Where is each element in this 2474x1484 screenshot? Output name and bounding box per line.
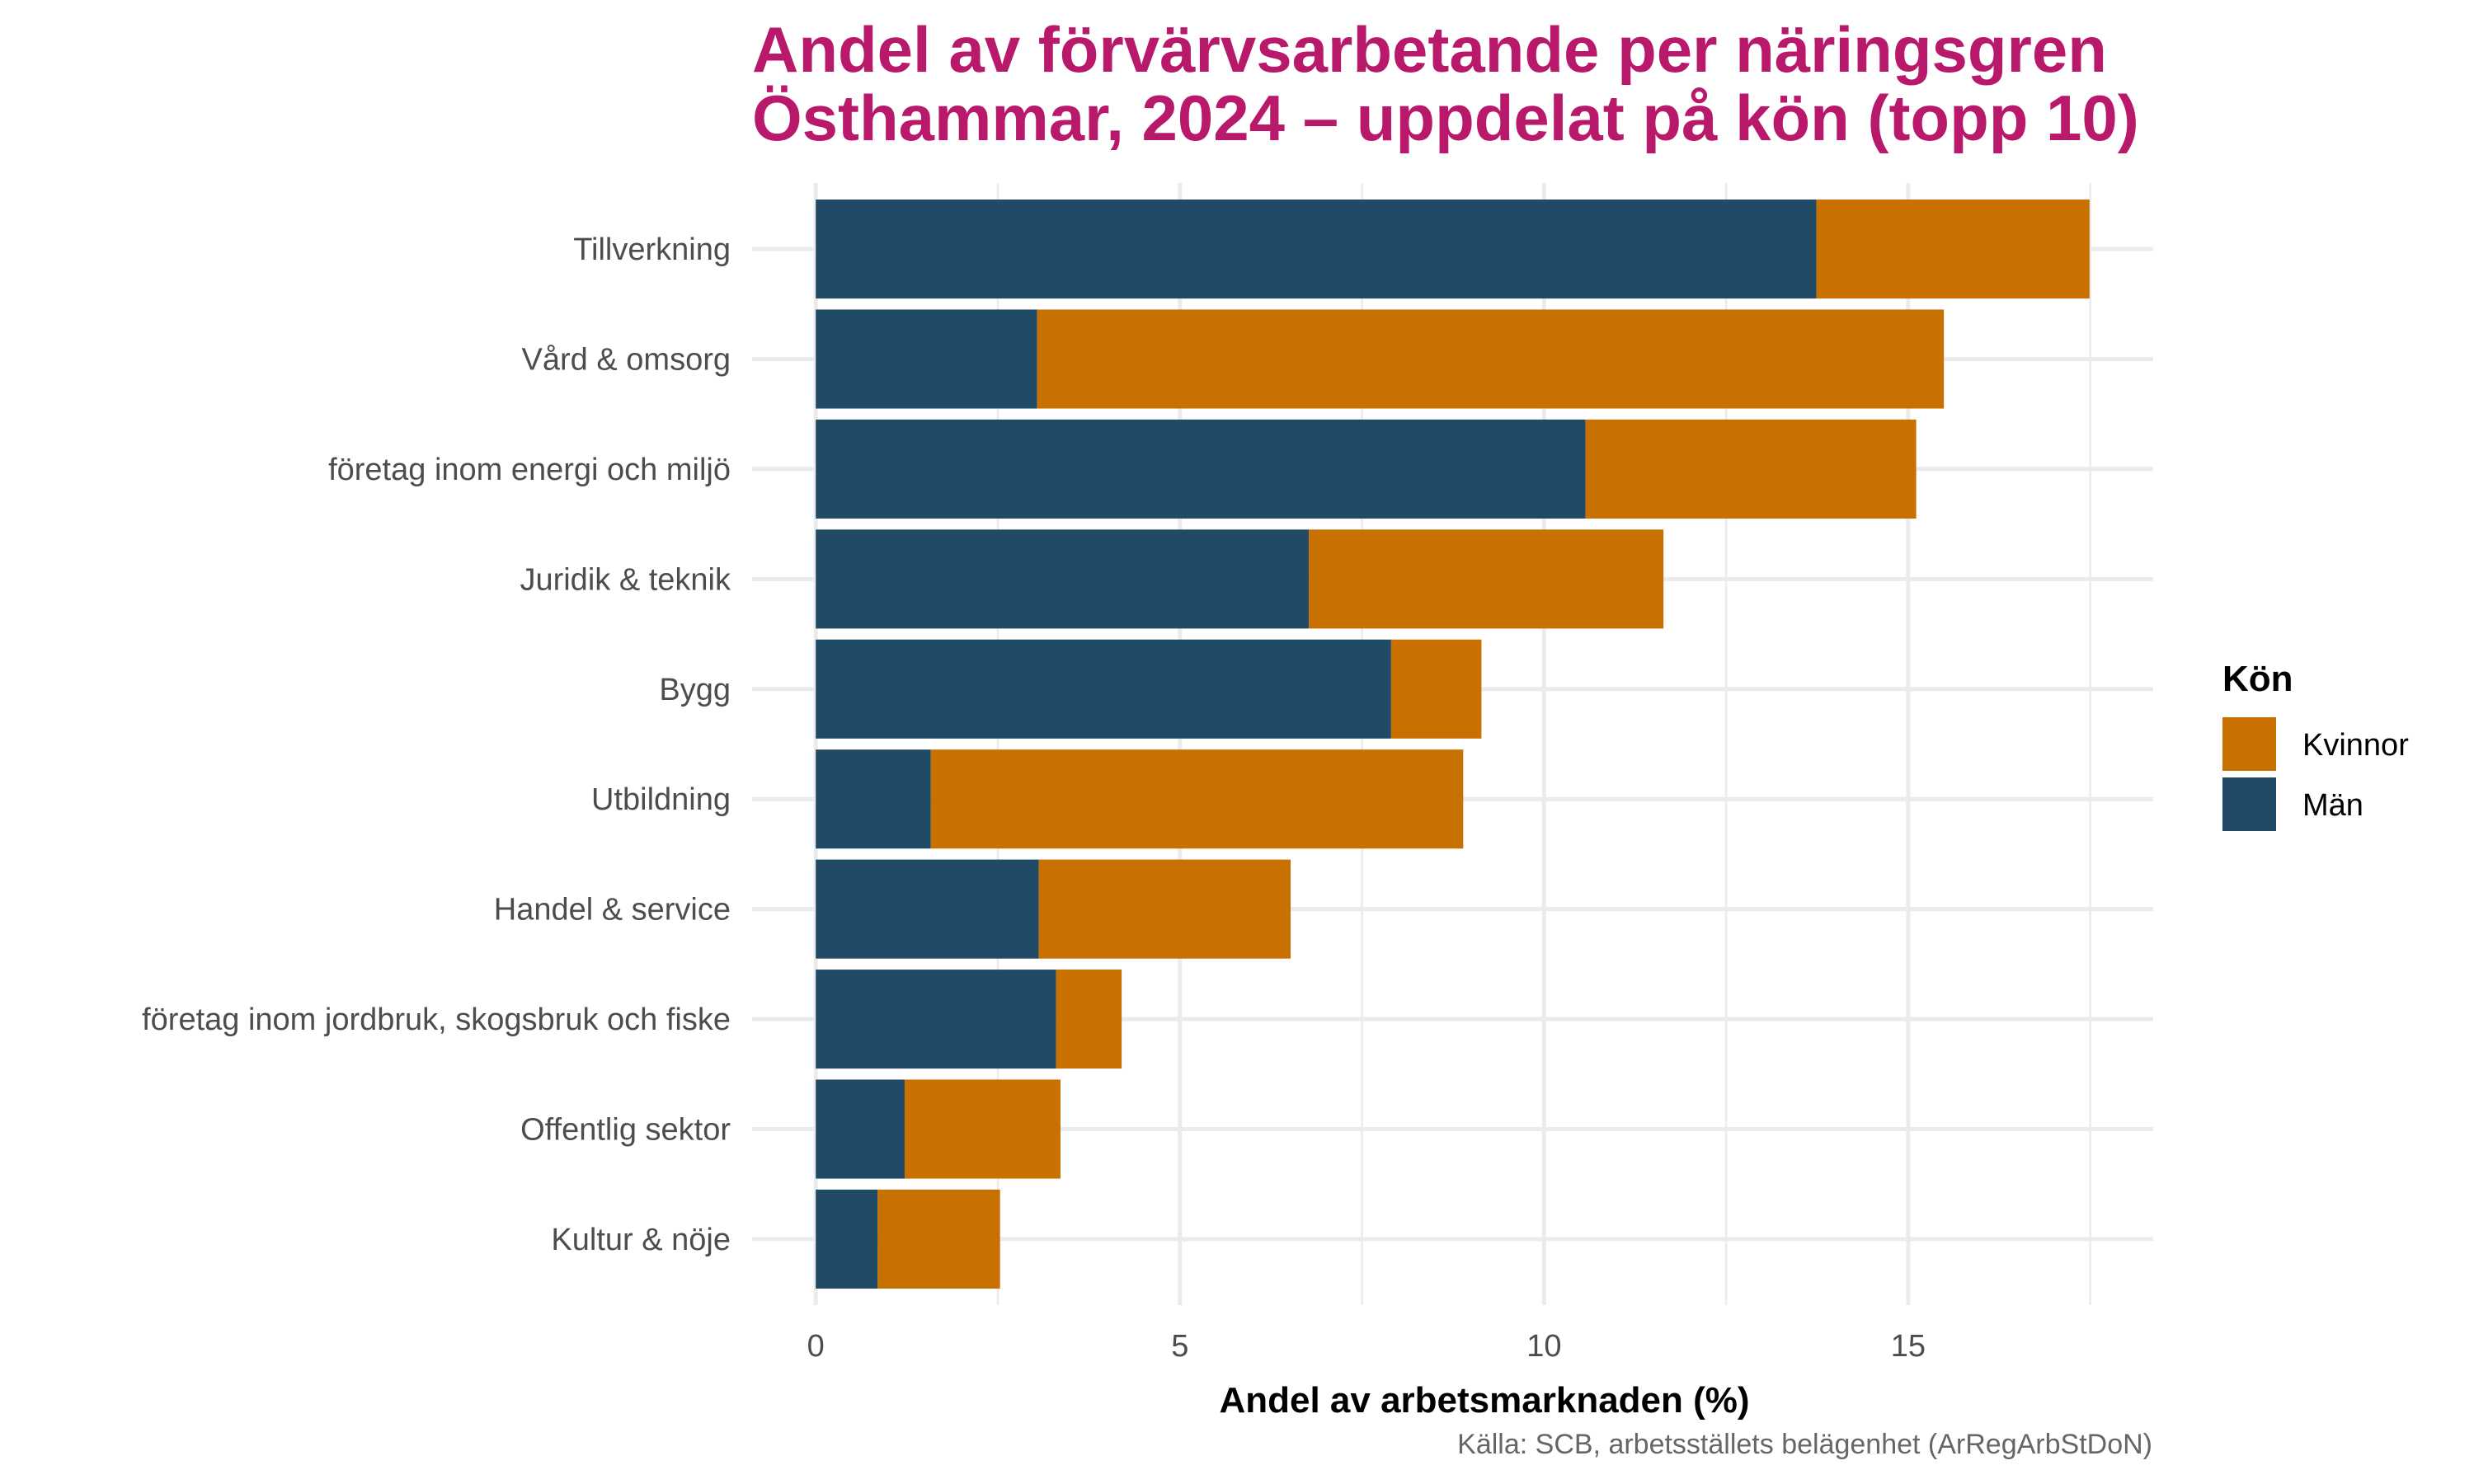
legend-label-kvinnor: Kvinnor [2302, 728, 2409, 763]
x-tick-label: 0 [807, 1329, 825, 1364]
legend-label-man: Män [2302, 788, 2363, 823]
legend: Kön Kvinnor Män [2222, 659, 2409, 831]
y-tick-label: Juridik & teknik [520, 562, 731, 597]
x-axis-title: Andel av arbetsmarknaden (%) [1219, 1380, 1749, 1421]
x-tick-label: 10 [1526, 1329, 1561, 1364]
y-tick-label: Offentlig sektor [520, 1113, 731, 1148]
bar-segment-kvinnor [930, 749, 1464, 849]
bar-segment-kvinnor [904, 1079, 1061, 1179]
y-tick-label: Utbildning [591, 782, 731, 817]
bar-segment-man [816, 1189, 878, 1289]
bar-segment-man [816, 859, 1039, 959]
y-axis-labels: Tillverkning Vård & omsorg företag inom en… [142, 232, 731, 1257]
y-tick-label: Kultur & nöje [551, 1223, 731, 1257]
bar-segment-man [816, 529, 1310, 629]
legend-swatch-kvinnor [2222, 717, 2276, 771]
y-tick-label: Tillverkning [573, 232, 731, 267]
y-tick-label: Vård & omsorg [522, 342, 731, 377]
bar-segment-kvinnor [1816, 200, 2090, 299]
bar-segment-man [816, 309, 1037, 409]
bar-segment-kvinnor [1038, 859, 1291, 959]
y-tick-label: Handel & service [494, 893, 731, 928]
bar-segment-kvinnor [877, 1189, 1000, 1289]
x-axis-labels: 0 5 10 15 [807, 1329, 1926, 1364]
chart-subtitle: Östhammar, 2024 – uppdelat på kön (topp … [752, 82, 2139, 154]
bar-segment-kvinnor [1390, 639, 1482, 739]
bar-segment-kvinnor [1585, 419, 1917, 519]
bar-segment-kvinnor [1037, 309, 1945, 409]
y-tick-label: företag inom energi och miljö [328, 453, 731, 487]
legend-title: Kön [2222, 659, 2293, 699]
bar-segment-man [816, 749, 931, 849]
y-tick-label: Bygg [659, 673, 731, 707]
x-tick-label: 5 [1171, 1329, 1188, 1364]
y-tick-label: företag inom jordbruk, skogsbruk och fis… [142, 1003, 731, 1037]
bar-segment-man [816, 200, 1817, 299]
bar-segment-man [816, 1079, 905, 1179]
bar-segment-kvinnor [1056, 970, 1122, 1069]
bar-segment-man [816, 970, 1056, 1069]
bar-segment-man [816, 639, 1391, 739]
bars [816, 200, 2090, 1289]
chart-title: Andel av förvärvsarbetande per näringsgr… [752, 13, 2107, 86]
caption: Källa: SCB, arbetsställets belägenhet (A… [1457, 1429, 2152, 1460]
legend-swatch-man [2222, 777, 2276, 831]
x-tick-label: 15 [1891, 1329, 1926, 1364]
bar-segment-kvinnor [1309, 529, 1664, 629]
bar-segment-man [816, 419, 1586, 519]
